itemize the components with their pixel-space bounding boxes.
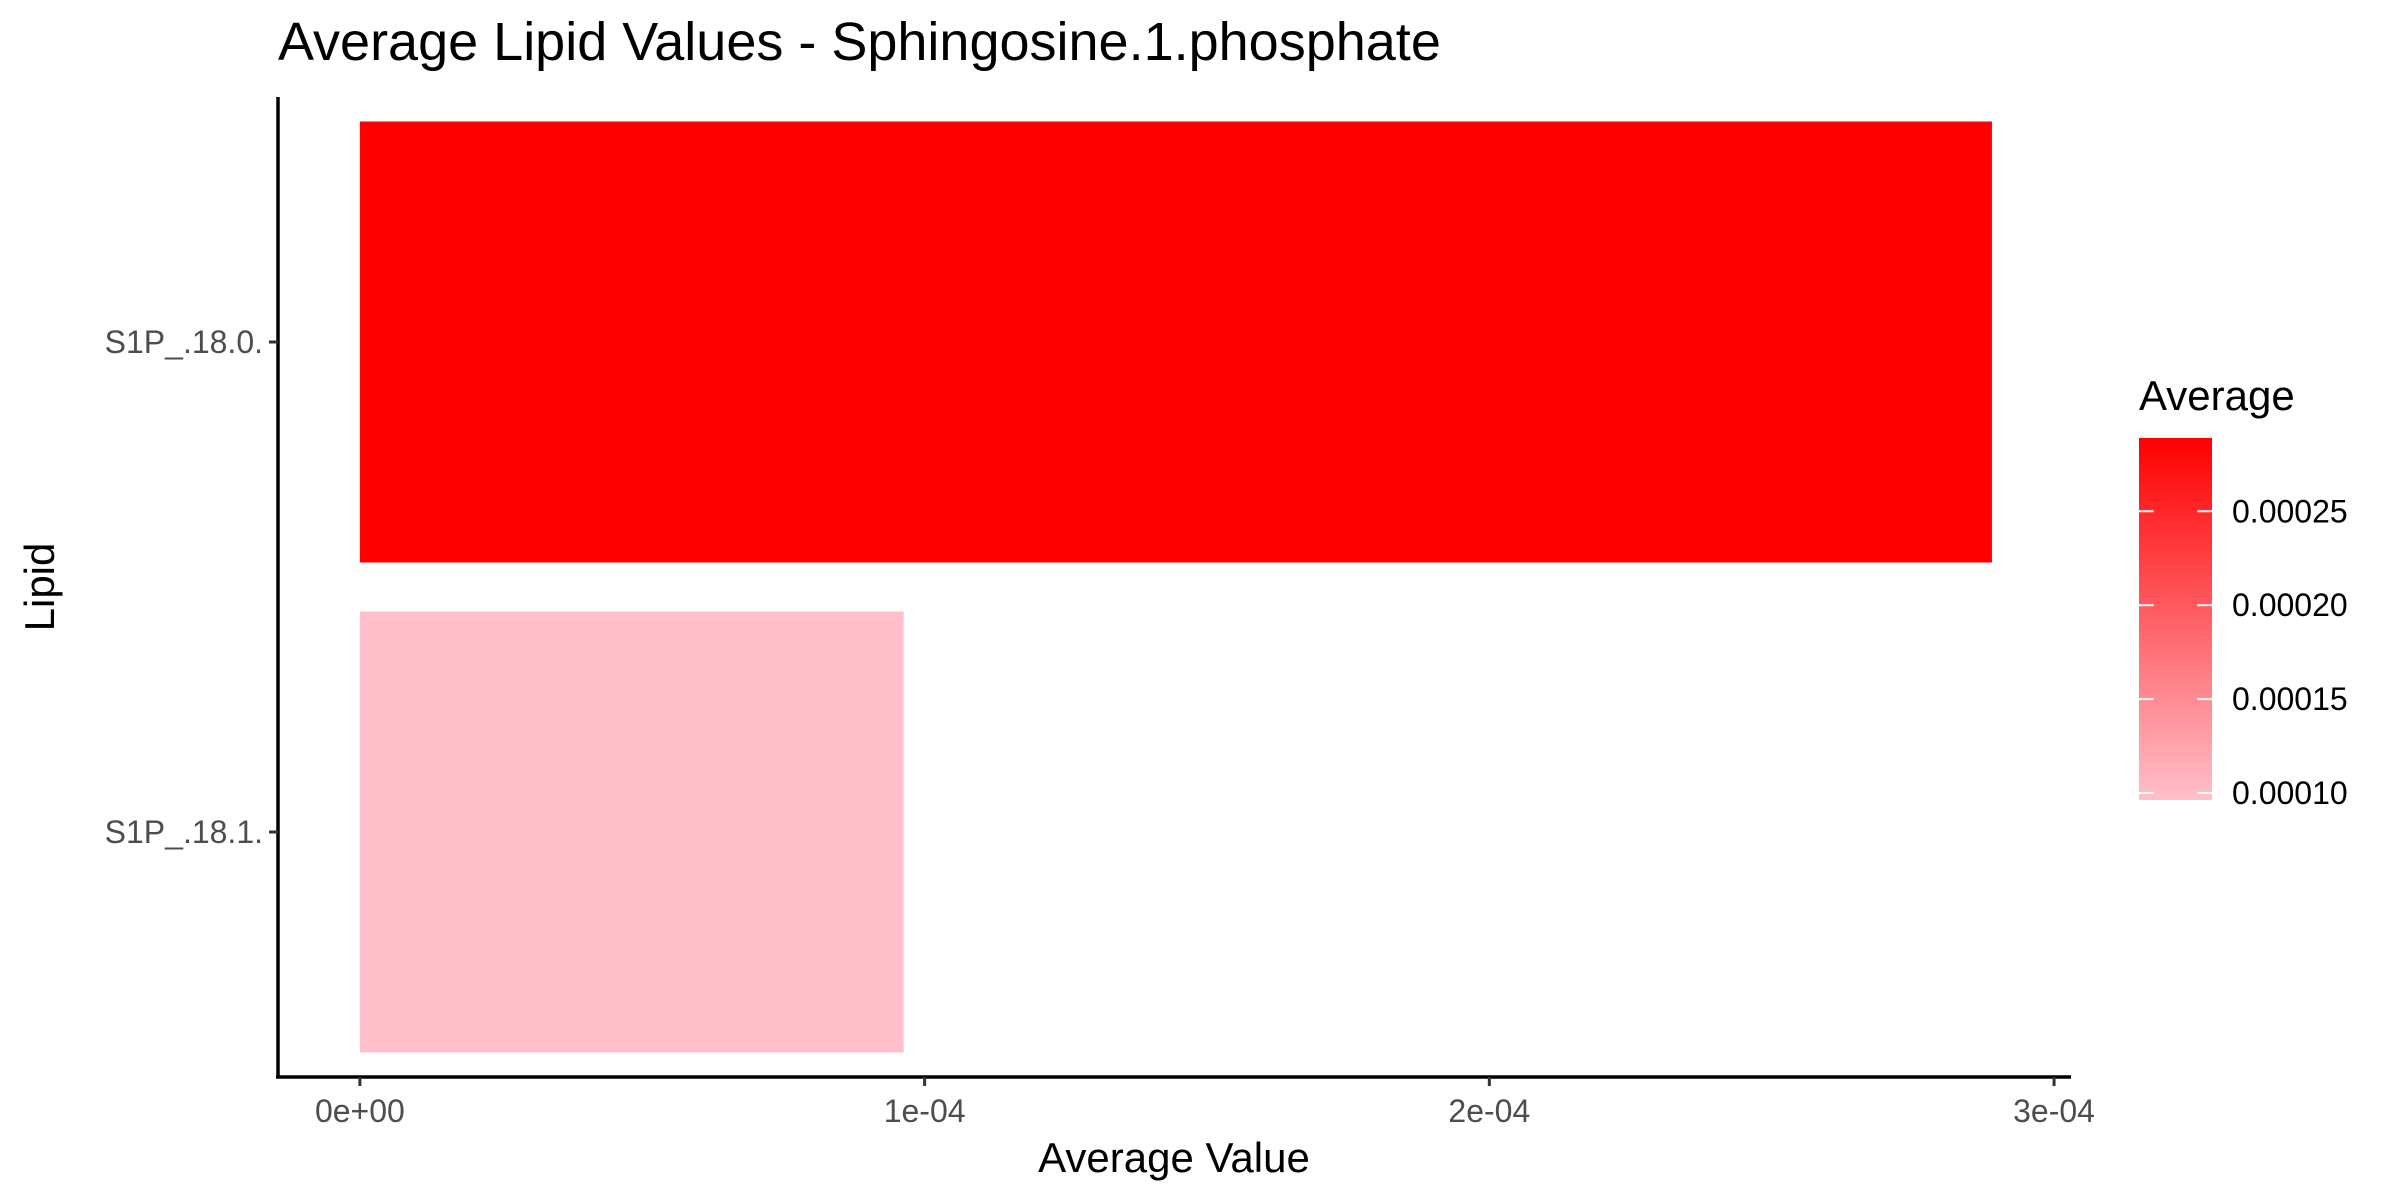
legend-tick-label: 0.00020 [2232,587,2348,623]
legend-tick-label: 0.00015 [2232,681,2348,717]
legend-ticks-group: 0.00010 0.00015 0.00020 0.00025 [2139,493,2348,811]
x-tick-label: 2e-04 [1448,1093,1530,1129]
y-tick-label: S1P_.18.1. [105,814,263,850]
x-tick-label: 1e-04 [884,1093,966,1129]
x-tick-label: 3e-04 [2013,1093,2095,1129]
chart-title: Average Lipid Values - Sphingosine.1.pho… [278,12,1441,72]
y-ticks-group: S1P_.18.0. S1P_.18.1. [105,324,278,850]
x-tick-label: 0e+00 [315,1093,405,1129]
y-tick-label: S1P_.18.0. [105,324,263,360]
legend-tick-label: 0.00025 [2232,493,2348,529]
x-axis-title: Average Value [1038,1134,1310,1181]
legend-colorbar [2139,438,2212,800]
x-ticks-group: 0e+00 1e-04 2e-04 3e-04 [315,1077,2095,1129]
legend-tick-label: 0.00010 [2232,775,2348,811]
bar-1 [359,611,904,1053]
legend-title: Average [2139,372,2295,419]
bar-0 [359,121,1992,563]
bars-group [359,121,1992,1053]
y-axis-title: Lipid [16,543,63,632]
